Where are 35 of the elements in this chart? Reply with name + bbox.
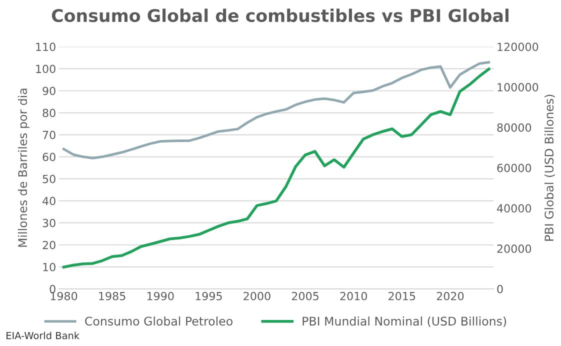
- y-tick-label: 110: [36, 42, 56, 52]
- y2-axis-title: PBI Global (USD Billones): [544, 94, 555, 241]
- y-tick-label: 70: [42, 130, 56, 140]
- x-tick-label: 2015: [388, 292, 416, 300]
- x-tick-label: 2020: [436, 292, 464, 300]
- y2-tick-label: 120000: [498, 42, 538, 52]
- y-tick-label: 80: [42, 108, 56, 118]
- y2-tick-label: 0: [497, 284, 503, 294]
- x-tick-label: 1980: [50, 292, 78, 300]
- x-tick-label: 2005: [292, 292, 318, 300]
- line-series: [62, 68, 490, 268]
- y2-tick-label: 20000: [497, 244, 532, 253]
- y-tick-label: 50: [42, 174, 56, 184]
- y-tick-label: 90: [42, 86, 56, 96]
- x-tick-label: 1990: [147, 292, 174, 300]
- y-tick-label: 10: [43, 262, 56, 272]
- y2-tick-label: 60000: [497, 164, 532, 172]
- y-tick-label: 40: [42, 196, 56, 206]
- chart-title: Consumo Global de combustibles vs PBI Global: [52, 8, 508, 22]
- y-axis-title: Millones de Barriles por dia: [18, 88, 30, 247]
- y2-tick-label: 40000: [497, 204, 532, 213]
- y2-tick-label: 100000: [498, 83, 538, 92]
- y-tick-label: 30: [42, 218, 56, 228]
- y-tick-label: 20: [42, 240, 56, 250]
- y-tick-label: 60: [42, 152, 56, 162]
- x-tick-label: 1985: [99, 292, 126, 300]
- y-tick-label: 100: [36, 64, 56, 74]
- legend-label: PBI Mundial Nominal (USD Billions): [302, 316, 506, 328]
- text: EIA-World Bank: [6, 332, 80, 340]
- x-tick-label: 2000: [244, 292, 270, 300]
- line-series: [62, 61, 490, 160]
- y2-tick-label: 80000: [497, 123, 532, 132]
- x-tick-label: 2010: [340, 292, 367, 300]
- legend-label: Consumo Global Petroleo: [85, 316, 232, 326]
- x-tick-label: 1995: [196, 292, 222, 300]
